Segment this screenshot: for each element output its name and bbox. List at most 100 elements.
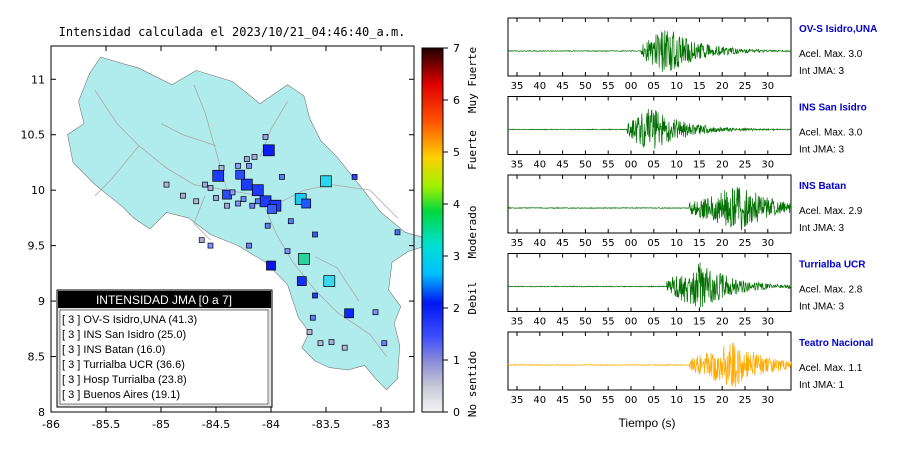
- trace-int-jma: Int JMA: 1: [799, 380, 844, 391]
- trace-station-name: INS San Isidro: [799, 103, 867, 114]
- road-line: [259, 195, 387, 357]
- trace-tick-label: 40: [533, 81, 546, 92]
- station-marker: [266, 260, 276, 271]
- trace-tick-label: 10: [670, 395, 683, 406]
- trace-tick-label: 00: [625, 160, 638, 171]
- trace-frame: [507, 253, 792, 312]
- trace-frame: [507, 174, 792, 234]
- trace-tick-label: 45: [556, 317, 569, 328]
- station-marker: [235, 169, 246, 180]
- trace-tick-label: 05: [647, 160, 660, 171]
- station-marker: [246, 242, 252, 249]
- station-marker: [213, 195, 219, 201]
- trace-tick-label: 20: [716, 238, 729, 249]
- station-marker: [394, 229, 401, 236]
- colorbar-tick-label: 3: [453, 250, 460, 263]
- trace-tick-label: 15: [693, 317, 706, 328]
- trace-tick-label: 45: [556, 81, 569, 92]
- trace-tick-label: 30: [761, 317, 774, 328]
- lon-tick-label: -84.5: [202, 418, 230, 431]
- trace-int-jma: Int JMA: 3: [799, 223, 844, 234]
- trace-tick-label: 20: [716, 160, 729, 171]
- station-marker: [224, 202, 230, 209]
- costa-rica-land: [67, 56, 428, 391]
- trace-tick-label: 55: [602, 317, 615, 328]
- trace-station-name: OV-S Isidro,UNA: [799, 24, 877, 35]
- trace-accel-max: Acel. Max. 3.0: [799, 128, 863, 139]
- trace-tick-label: 35: [511, 238, 524, 249]
- legend-item: [ 3 ] INS Batan (16.0): [62, 344, 165, 356]
- station-marker: [320, 175, 332, 188]
- trace-tick-label: 05: [647, 317, 660, 328]
- station-marker: [251, 154, 258, 160]
- station-marker: [180, 192, 186, 199]
- trace-tick-label: 40: [533, 395, 546, 406]
- station-marker: [306, 329, 313, 335]
- trace-tick-label: 50: [579, 238, 592, 249]
- station-marker: [372, 309, 379, 316]
- trace-tick-label: 00: [625, 317, 638, 328]
- road-line: [314, 256, 360, 302]
- station-marker: [317, 340, 324, 347]
- lon-tick-label: -85.5: [92, 418, 120, 431]
- colorbar-label: Muy Fuerte: [466, 47, 479, 113]
- lon-tick-label: -83: [372, 418, 390, 431]
- road-line: [193, 195, 211, 241]
- lat-tick-label: 8: [38, 406, 45, 419]
- trace-tick-label: 05: [647, 395, 660, 406]
- station-marker: [298, 253, 310, 265]
- trace-tick-label: 50: [579, 317, 592, 328]
- trace-tick-label: 30: [761, 395, 774, 406]
- lat-tick-label: 9.5: [28, 240, 46, 253]
- station-marker: [301, 198, 312, 209]
- trace-accel-max: Acel. Max. 2.8: [799, 285, 863, 296]
- station-marker: [207, 242, 214, 249]
- trace-station-name: INS Batan: [799, 181, 846, 192]
- trace-tick-label: 35: [511, 317, 524, 328]
- land-outline: [67, 56, 428, 391]
- waveform-line: [507, 342, 792, 388]
- colorbar-label: Moderado: [466, 206, 479, 259]
- trace-tick-label: 10: [670, 238, 683, 249]
- map-title: Intensidad calculada el 2023/10/21_04:46…: [59, 25, 406, 39]
- trace-station-name: Turrialba UCR: [799, 260, 866, 271]
- station-marker: [262, 134, 269, 140]
- station-marker: [163, 181, 170, 188]
- trace-panel: 35 40 45 50 55 00 05 10 15 20 25 30 INS San Isidro Ac…: [507, 96, 867, 171]
- trace-panel: 35 40 45 50 55 00 05 10 15 20 25 30 Turrialba UCR Ace…: [507, 253, 866, 328]
- colorbar-label: No sentido: [466, 351, 479, 417]
- station-marker: [341, 344, 348, 351]
- trace-tick-label: 30: [761, 238, 774, 249]
- station-marker: [344, 308, 354, 319]
- colorbar-tick-label: 5: [453, 146, 460, 159]
- waveform-panels: 35 40 45 50 55 00 05 10 15 20 25 30 OV-S Isidro,UNA A…: [507, 17, 877, 406]
- lat-tick-label: 10.5: [21, 129, 46, 142]
- station-marker: [251, 184, 264, 197]
- trace-panel: 35 40 45 50 55 00 05 10 15 20 25 30 Teatro Nacional A…: [507, 331, 873, 406]
- legend-item: [ 3 ] OV-S Isidro,UNA (41.3): [62, 314, 197, 326]
- lon-tick-label: -85: [152, 418, 170, 431]
- trace-tick-label: 55: [602, 81, 615, 92]
- trace-tick-label: 50: [579, 395, 592, 406]
- traces-xlabel: Tiempo (s): [619, 416, 676, 430]
- trace-tick-label: 35: [511, 160, 524, 171]
- colorbar-tick-label: 2: [453, 302, 460, 315]
- trace-accel-max: Acel. Max. 2.9: [799, 206, 863, 217]
- trace-tick-label: 05: [647, 81, 660, 92]
- legend-title: INTENSIDAD JMA [0 a 7]: [96, 293, 232, 307]
- legend-item: [ 3 ] Hosp Turrialba (23.8): [62, 374, 187, 386]
- colorbar-tick-label: 6: [453, 94, 460, 107]
- colorbar-label: Fuerte: [466, 130, 479, 170]
- station-marker: [193, 198, 200, 205]
- trace-tick-label: 10: [670, 317, 683, 328]
- waveform-line: [507, 30, 792, 72]
- trace-tick-label: 15: [693, 238, 706, 249]
- trace-tick-label: 25: [739, 395, 752, 406]
- intensity-colorbar: 0 1 2 3 4 5 6 7 No sentido Debil Moderado Fuert…: [421, 42, 479, 419]
- station-marker: [240, 196, 247, 202]
- trace-tick-label: 25: [739, 238, 752, 249]
- trace-tick-label: 40: [533, 160, 546, 171]
- trace-tick-label: 20: [716, 317, 729, 328]
- station-marker: [312, 231, 318, 238]
